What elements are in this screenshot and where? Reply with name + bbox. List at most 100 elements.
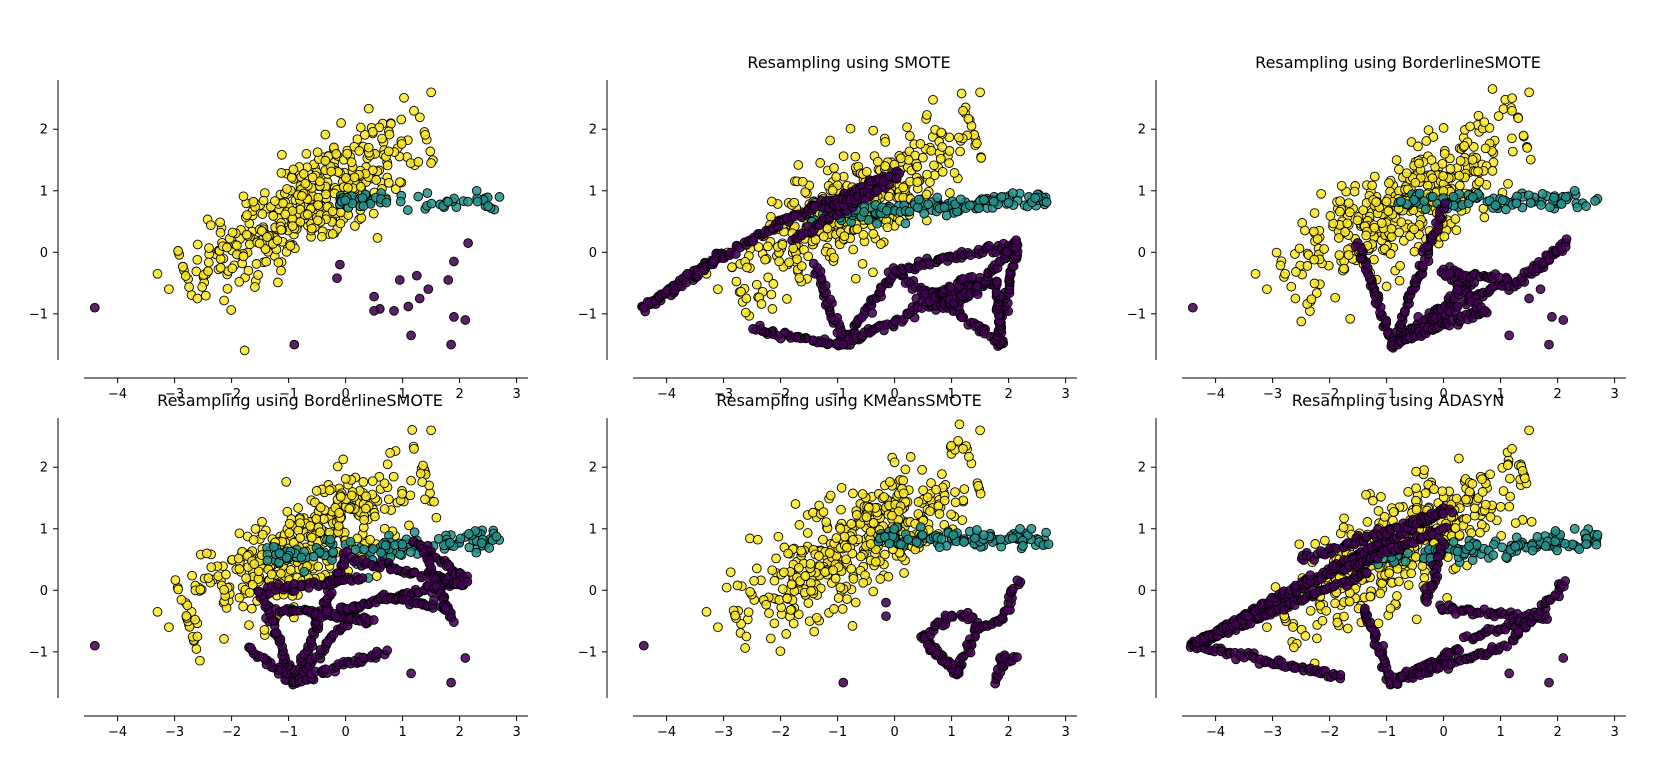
data-point xyxy=(850,151,861,162)
data-point xyxy=(308,551,319,562)
data-point xyxy=(443,275,454,285)
data-point xyxy=(382,459,393,470)
data-point xyxy=(1504,330,1515,341)
data-point xyxy=(425,146,436,157)
data-point xyxy=(259,625,270,635)
data-point xyxy=(1526,516,1537,527)
data-point xyxy=(1572,202,1583,213)
data-point xyxy=(1289,642,1299,653)
data-point xyxy=(349,172,360,183)
data-point xyxy=(192,631,203,642)
data-point xyxy=(1012,652,1022,662)
data-point xyxy=(1536,200,1546,210)
data-point xyxy=(991,287,1002,298)
data-point xyxy=(301,148,312,159)
data-point xyxy=(1362,517,1373,527)
data-point xyxy=(887,510,897,521)
data-point xyxy=(426,87,436,98)
data-point xyxy=(824,548,835,558)
data-point xyxy=(1473,166,1483,177)
data-point xyxy=(1262,284,1272,295)
data-point xyxy=(368,615,379,625)
data-point xyxy=(192,293,203,304)
data-point xyxy=(880,137,891,147)
data-point xyxy=(638,640,649,651)
data-point xyxy=(788,618,799,629)
data-point xyxy=(912,177,923,187)
data-point xyxy=(793,160,804,170)
data-point xyxy=(315,502,326,513)
data-point xyxy=(335,491,346,502)
data-point xyxy=(1026,523,1037,534)
data-point xyxy=(949,168,960,178)
data-point xyxy=(395,196,406,207)
x-tick-label: 1 xyxy=(398,725,406,740)
data-point xyxy=(932,192,943,203)
data-point xyxy=(335,218,346,229)
data-point xyxy=(967,272,977,282)
data-point xyxy=(751,563,762,574)
data-point xyxy=(219,295,229,306)
data-point xyxy=(805,558,816,569)
data-point xyxy=(234,592,245,603)
data-point xyxy=(1383,206,1394,217)
data-point xyxy=(790,499,801,509)
y-tick-label: 2 xyxy=(40,123,48,138)
data-point xyxy=(972,525,982,535)
data-point xyxy=(1445,163,1456,174)
data-point xyxy=(1309,254,1320,265)
data-point xyxy=(1511,198,1522,209)
data-point xyxy=(222,283,233,294)
data-point xyxy=(327,229,338,239)
data-point xyxy=(397,488,407,499)
data-point xyxy=(743,607,754,618)
data-point xyxy=(326,166,337,177)
data-point xyxy=(215,262,226,273)
data-point xyxy=(831,172,842,182)
data-point xyxy=(389,305,399,316)
data-point xyxy=(794,520,805,530)
data-point xyxy=(383,146,394,157)
data-point xyxy=(1336,180,1347,191)
data-point xyxy=(779,567,789,578)
x-tick-label: −2 xyxy=(771,725,790,740)
y-tick-label: −1 xyxy=(578,645,597,660)
data-point xyxy=(215,227,226,238)
data-point xyxy=(1349,186,1360,197)
data-point xyxy=(286,172,297,183)
data-point xyxy=(1413,141,1423,152)
data-point xyxy=(1385,249,1396,259)
data-point xyxy=(1350,241,1361,252)
data-point xyxy=(1391,155,1402,165)
data-point xyxy=(1271,247,1282,258)
data-point xyxy=(806,586,816,596)
data-point xyxy=(713,284,723,295)
x-tick-label: 3 xyxy=(1610,387,1618,402)
data-point xyxy=(756,299,767,309)
data-point xyxy=(227,227,238,238)
data-point xyxy=(941,210,952,221)
data-point xyxy=(814,551,824,561)
data-point xyxy=(345,536,356,547)
data-point xyxy=(462,576,473,587)
data-point xyxy=(321,189,331,200)
data-point xyxy=(1411,614,1422,625)
data-point xyxy=(825,135,835,146)
data-point xyxy=(740,643,750,653)
data-point xyxy=(413,191,424,202)
data-point xyxy=(883,571,894,582)
data-point xyxy=(1041,197,1052,208)
data-point xyxy=(1439,198,1450,209)
data-point xyxy=(964,451,974,462)
data-point xyxy=(335,259,345,270)
data-point xyxy=(173,584,184,595)
y-tick-label: 0 xyxy=(40,584,48,599)
data-point xyxy=(1250,268,1261,279)
data-point xyxy=(917,530,928,540)
data-point xyxy=(903,155,914,165)
data-point xyxy=(332,273,342,284)
data-point xyxy=(190,614,200,625)
data-point xyxy=(937,469,947,479)
data-point xyxy=(243,265,254,276)
data-point xyxy=(1333,233,1344,243)
